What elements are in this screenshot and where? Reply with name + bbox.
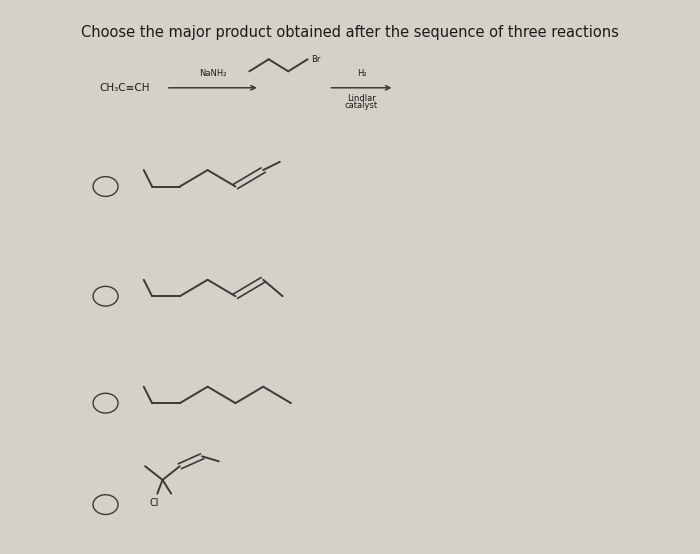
Text: catalyst: catalyst: [345, 101, 378, 110]
Text: CH₃C≡CH: CH₃C≡CH: [99, 83, 150, 93]
Text: NaNH₂: NaNH₂: [199, 69, 227, 78]
Text: H₂: H₂: [356, 69, 366, 78]
Text: Lindlar: Lindlar: [347, 94, 376, 104]
Text: Cl: Cl: [149, 498, 159, 508]
Text: Choose the major product obtained after the sequence of three reactions: Choose the major product obtained after …: [81, 25, 619, 40]
Text: Br: Br: [311, 55, 321, 64]
